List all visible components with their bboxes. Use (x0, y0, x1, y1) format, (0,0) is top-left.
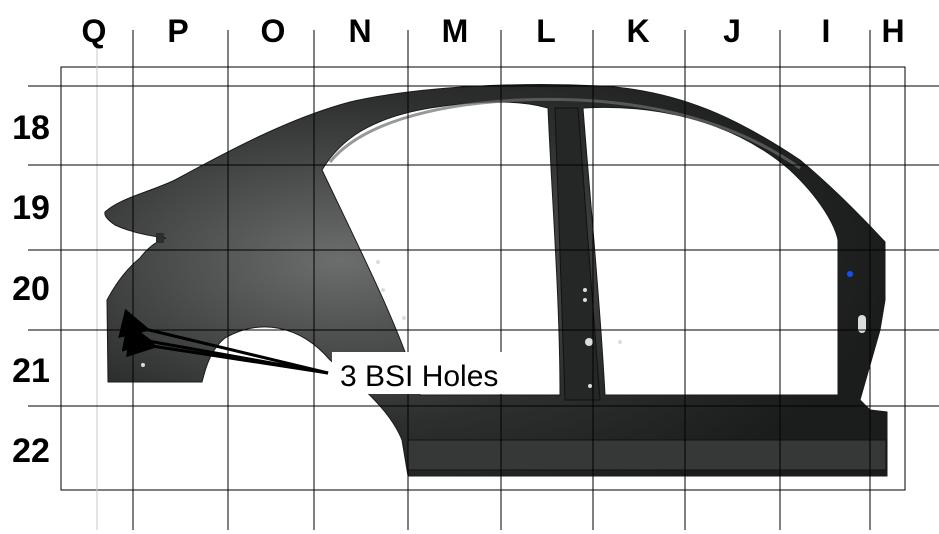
row-label-20: 20 (12, 270, 50, 308)
column-label-m: M (442, 13, 469, 49)
row-label-22: 22 (12, 432, 50, 470)
rocker-sill (407, 439, 887, 471)
column-label-i: I (822, 13, 831, 49)
column-label-n: N (348, 13, 371, 49)
column-label-p: P (167, 13, 188, 49)
row-label-18: 18 (12, 109, 50, 147)
roof-rail-highlight (328, 97, 801, 170)
callout-arrow-1 (118, 308, 329, 375)
body-side-panel (104, 84, 888, 477)
grid-lines (28, 30, 939, 530)
column-label-k: K (626, 13, 649, 49)
callout-arrow-3 (126, 327, 329, 375)
grid-frame (60, 66, 906, 491)
callout-label-bg (332, 352, 538, 394)
callout-label: 3 BSI Holes (340, 360, 498, 393)
bsi-holes-callout: 3 BSI Holes (118, 308, 538, 394)
column-label-q: Q (82, 13, 107, 49)
row-labels: 18 19 20 21 22 (12, 109, 50, 470)
column-label-o: O (261, 13, 286, 49)
column-label-l: L (536, 13, 556, 49)
row-label-19: 19 (12, 189, 50, 227)
b-pillar (554, 107, 601, 401)
column-label-j: J (723, 13, 741, 49)
row-label-21: 21 (12, 352, 50, 390)
column-label-h: H (881, 13, 904, 49)
